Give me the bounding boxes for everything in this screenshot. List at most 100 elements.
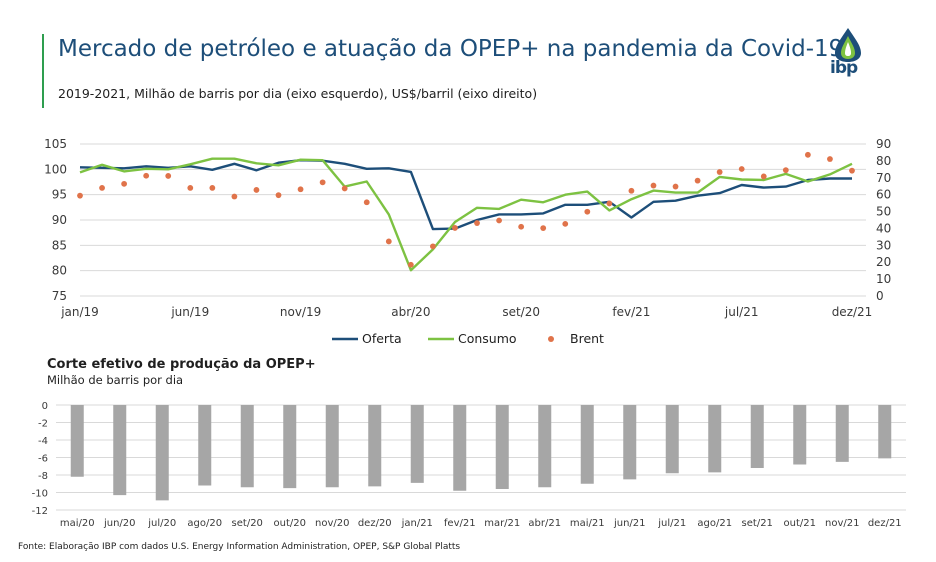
brent-point <box>275 192 282 199</box>
brent-point <box>474 220 480 226</box>
y-left-tick-label: 95 <box>52 188 67 202</box>
cut-bar <box>835 405 849 462</box>
page-subtitle: 2019-2021, Milhão de barris por dia (eix… <box>58 86 538 101</box>
brent-point <box>209 185 216 191</box>
legend-label-brent: Brent <box>570 331 604 346</box>
cut-bar <box>495 405 509 489</box>
cut-bar <box>198 405 212 486</box>
cut-bar <box>155 405 169 501</box>
brent-point <box>628 187 635 194</box>
bar-category-label: fev/21 <box>444 518 476 529</box>
series-line-consumo <box>79 157 853 272</box>
brent-point <box>606 200 613 207</box>
brent-point <box>584 208 591 215</box>
cut-bar <box>665 405 679 474</box>
legend-label-oferta: Oferta <box>362 331 402 346</box>
brent-point <box>341 185 348 192</box>
brent-point <box>430 243 436 250</box>
y-left-tick-label: 105 <box>44 137 67 151</box>
bar-category-label: mai/21 <box>570 518 605 529</box>
series-line-oferta <box>79 159 852 231</box>
source-footnote: Fonte: Elaboração IBP com dados U.S. Ene… <box>18 542 461 552</box>
brent-point <box>253 187 260 193</box>
y-left-tick-label: 100 <box>44 162 67 176</box>
cut-bar <box>325 405 339 488</box>
bar-y-tick-label: -12 <box>32 506 48 517</box>
bar-chart-subtitle: Milhão de barris por dia <box>47 373 184 387</box>
brent-point <box>297 186 304 193</box>
bar-y-tick-label: -2 <box>38 419 48 430</box>
bar-category-label: ago/21 <box>697 518 732 529</box>
brent-point <box>849 167 855 174</box>
bar-category-label: abr/21 <box>528 518 561 529</box>
x-tick-label: nov/19 <box>280 305 321 319</box>
brent-point <box>231 193 238 200</box>
y-right-tick-label: 50 <box>876 205 891 219</box>
y-right-tick-label: 40 <box>876 221 891 235</box>
bar-category-label: mar/21 <box>484 518 520 529</box>
bar-category-label: jun/20 <box>103 518 136 529</box>
brent-point <box>804 151 811 158</box>
x-tick-label: jun/19 <box>170 305 209 319</box>
brent-point <box>738 166 745 172</box>
brent-point <box>99 185 105 191</box>
brent-point <box>143 172 150 179</box>
brent-point <box>121 180 128 187</box>
y-left-tick-label: 75 <box>52 289 67 303</box>
y-right-tick-label: 30 <box>876 238 891 252</box>
cut-bar <box>750 405 764 468</box>
brent-point <box>319 179 326 186</box>
bar-category-label: jun/21 <box>613 518 646 529</box>
brent-point <box>562 220 569 227</box>
bar-category-label: dez/20 <box>358 518 392 529</box>
brent-point <box>77 192 83 199</box>
bar-category-label: jan/21 <box>401 518 433 529</box>
bar-category-label: set/21 <box>742 518 773 529</box>
bar-category-label: out/21 <box>784 518 816 529</box>
bar-category-label: nov/20 <box>315 518 349 529</box>
ibp-logo-text: ibp <box>830 58 858 78</box>
brent-point <box>672 183 679 190</box>
bar-category-label: mai/20 <box>60 518 95 529</box>
brent-point <box>827 156 833 162</box>
brent-point <box>363 199 370 206</box>
bar-category-label: ago/20 <box>187 518 222 529</box>
bar-y-tick-label: -4 <box>38 436 48 447</box>
y-right-tick-label: 20 <box>876 255 891 269</box>
brent-point <box>782 167 789 174</box>
brent-point <box>165 173 172 179</box>
cut-bar <box>623 405 637 480</box>
x-tick-label: dez/21 <box>832 305 873 319</box>
bar-category-label: set/20 <box>232 518 263 529</box>
brent-point <box>540 225 547 232</box>
brent-point <box>518 223 525 230</box>
y-right-tick-label: 80 <box>876 154 891 168</box>
bar-category-label: out/20 <box>274 518 306 529</box>
bar-category-label: nov/21 <box>825 518 859 529</box>
cut-bar <box>283 405 297 489</box>
bar-y-tick-label: -6 <box>38 454 48 465</box>
cut-bar <box>70 405 84 477</box>
page-title: Mercado de petróleo e atuação da OPEP+ n… <box>58 36 844 62</box>
brent-point <box>385 238 392 245</box>
supply-demand-brent-chart: 75 80 85 90 95 100 105 0 10 20 30 40 50 60 70 80 90 jan/1… <box>44 137 891 346</box>
opec-cut-bar-chart: 0 -2 -4 -6 -8 -10 -12 mai/20 jun/20 jul/20 ago/20 s… <box>32 401 906 529</box>
x-tick-label: set/20 <box>502 305 540 319</box>
y-right-tick-label: 0 <box>876 289 884 303</box>
legend-label-consumo: Consumo <box>458 331 517 346</box>
brent-point <box>760 173 767 180</box>
y-left-tick-label: 85 <box>52 238 67 252</box>
y-left-tick-label: 90 <box>52 213 67 227</box>
x-tick-label: jan/19 <box>60 305 99 319</box>
bar-category-label: jul/21 <box>657 518 686 529</box>
y-right-tick-label: 70 <box>876 171 891 185</box>
cut-bar <box>538 405 552 488</box>
cut-bar <box>708 405 722 473</box>
bar-y-tick-label: 0 <box>42 401 48 412</box>
cut-bar <box>793 405 807 465</box>
cut-bar <box>113 405 127 496</box>
x-tick-label: jul/21 <box>724 305 759 319</box>
title-accent-bar <box>42 34 44 108</box>
brent-point <box>694 177 701 184</box>
brent-point <box>187 185 194 191</box>
